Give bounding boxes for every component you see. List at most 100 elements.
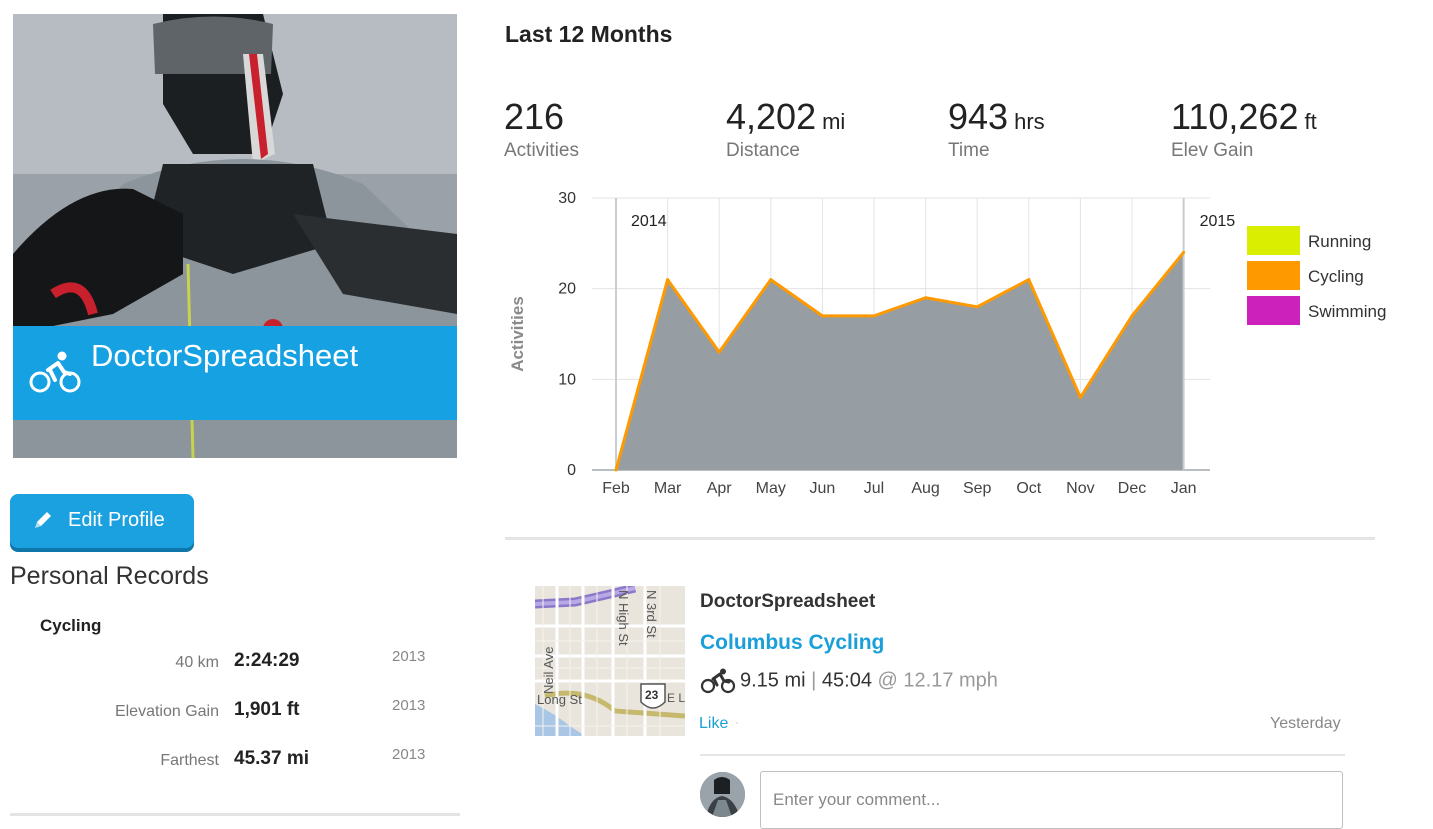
map-label: Long St	[537, 692, 582, 707]
comment-input[interactable]	[760, 771, 1343, 829]
legend-swatch	[1247, 226, 1300, 255]
legend-label: Running	[1308, 232, 1372, 251]
data-point	[975, 305, 979, 309]
stat-value: 4,202	[726, 96, 817, 137]
stat-elev-gain: 110,262 ft Elev Gain	[1171, 96, 1317, 162]
x-tick-label: Dec	[1118, 480, 1146, 497]
x-tick-label: Apr	[707, 480, 733, 497]
data-point	[769, 278, 773, 282]
stat-activities: 216 Activities	[504, 96, 579, 162]
map-label: Neil Ave	[541, 647, 556, 694]
feed-athlete-name[interactable]: DoctorSpreadsheet	[700, 591, 876, 612]
like-link[interactable]: Like	[699, 715, 729, 732]
divider	[10, 813, 460, 816]
data-point	[717, 350, 721, 354]
stat-distance: 4,202 mi Distance	[726, 96, 845, 162]
record-row-40km: 40 km 2:24:29 2013	[0, 648, 460, 680]
x-tick-label: Feb	[602, 480, 630, 497]
record-value[interactable]: 45.37 mi	[234, 748, 309, 769]
record-label: Farthest	[160, 752, 219, 769]
map-icon: N High St N 3rd St Neil Ave Long St 23 E…	[535, 586, 685, 736]
activity-duration: 45:04	[821, 669, 872, 692]
personal-records-sport: Cycling	[40, 616, 102, 635]
stat-unit: hrs	[1014, 109, 1045, 134]
bicycle-icon	[29, 351, 81, 393]
activity-timestamp: Yesterday	[1270, 715, 1341, 732]
y-tick-label: 10	[558, 371, 576, 388]
activity-title-link[interactable]: Columbus Cycling	[700, 631, 885, 654]
map-label: E L	[667, 691, 685, 705]
activity-map-thumbnail[interactable]: N High St N 3rd St Neil Ave Long St 23 E…	[535, 586, 685, 736]
stat-value: 943	[948, 96, 1009, 137]
stat-value: 216	[504, 96, 565, 137]
stat-label: Time	[948, 140, 990, 161]
x-tick-label: May	[756, 480, 786, 497]
map-label: N 3rd St	[644, 590, 659, 638]
activity-stats: 9.15 mi | 45:04 @ 12.17 mph	[700, 668, 998, 694]
stat-label: Distance	[726, 140, 800, 161]
stat-unit: mi	[822, 109, 846, 134]
record-label: 40 km	[175, 654, 219, 671]
divider	[505, 537, 1375, 540]
edit-profile-button[interactable]: Edit Profile	[10, 494, 194, 548]
map-label: N High St	[616, 590, 631, 646]
section-title: Last 12 Months	[505, 21, 673, 47]
legend-item-running[interactable]: Running	[1247, 226, 1417, 261]
activity-distance: 9.15 mi	[740, 669, 806, 692]
data-point	[614, 468, 618, 472]
avatar[interactable]	[700, 772, 745, 817]
profile-name-banner	[13, 326, 457, 420]
bicycle-icon	[700, 668, 736, 694]
record-year: 2013	[392, 746, 426, 763]
y-tick-label: 20	[558, 281, 576, 298]
x-tick-label: Nov	[1066, 480, 1094, 497]
data-point	[1027, 278, 1031, 282]
like-separator: ·	[735, 715, 739, 729]
series-line-cycling	[614, 251, 1185, 471]
record-value[interactable]: 1,901 ft	[234, 699, 300, 720]
stat-label: Activities	[504, 140, 579, 161]
activities-chart: 0 10 20 30 Feb Mar Apr May Jun Jul Aug Sep Oct Nov Dec…	[508, 190, 1236, 497]
data-point	[1130, 314, 1134, 318]
divider	[700, 754, 1345, 756]
y-tick-label: 30	[558, 190, 576, 207]
stat-unit: ft	[1304, 109, 1317, 134]
record-year: 2013	[392, 697, 426, 714]
legend-label: Cycling	[1308, 267, 1364, 286]
x-tick-label: Oct	[1016, 480, 1041, 497]
stat-separator: |	[805, 669, 822, 692]
x-tick-label: Mar	[654, 480, 682, 497]
legend-swatch	[1247, 261, 1300, 290]
edit-profile-label: Edit Profile	[68, 509, 165, 531]
data-point	[820, 314, 824, 318]
data-point	[666, 278, 670, 282]
record-row-farthest: Farthest 45.37 mi 2013	[0, 746, 460, 778]
legend-item-cycling[interactable]: Cycling	[1247, 261, 1417, 296]
record-label: Elevation Gain	[114, 703, 219, 720]
profile-photo[interactable]	[13, 14, 457, 458]
personal-records-title: Personal Records	[10, 562, 209, 590]
year-marker-label: 2014	[631, 213, 667, 230]
x-tick-label: Aug	[911, 480, 939, 497]
x-tick-label: Sep	[963, 480, 992, 497]
x-tick-label: Jun	[810, 480, 836, 497]
pencil-icon	[35, 512, 51, 528]
profile-name[interactable]: DoctorSpreadsheet	[91, 338, 359, 373]
y-tick-label: 0	[567, 462, 576, 479]
record-row-elevation: Elevation Gain 1,901 ft 2013	[0, 697, 460, 729]
data-point	[1182, 250, 1186, 254]
data-point	[1078, 395, 1082, 399]
x-tick-label: Jul	[864, 480, 884, 497]
data-point	[924, 296, 928, 300]
x-tick-label: Jan	[1171, 480, 1197, 497]
activity-speed: @ 12.17 mph	[877, 669, 998, 692]
legend-item-swimming[interactable]: Swimming	[1247, 296, 1417, 331]
legend-label: Swimming	[1308, 302, 1387, 321]
map-label: 23	[645, 688, 659, 702]
record-value[interactable]: 2:24:29	[234, 650, 300, 671]
y-axis-label: Activities	[508, 296, 527, 372]
activities-area	[616, 252, 1184, 470]
stat-time: 943 hrs Time	[948, 96, 1045, 162]
avatar-image	[700, 772, 745, 817]
year-marker-label: 2015	[1200, 213, 1236, 230]
